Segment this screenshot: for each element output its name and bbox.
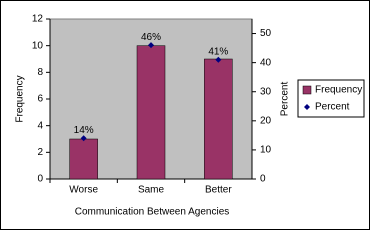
y2-tick-label: 40 [260,57,272,68]
y-axis-title: Frequency [15,75,26,122]
percent-marker [148,42,154,49]
data-label: 14% [74,125,94,136]
y-tick-label: 6 [37,94,43,105]
bar [69,138,98,180]
legend-marker [304,104,310,110]
y-tick-label: 8 [37,67,43,78]
data-label: 46% [141,32,161,43]
y-tick-label: 12 [32,14,44,25]
legend-swatch [302,85,312,95]
bar [136,45,166,180]
y2-tick-label: 10 [260,145,272,156]
x-axis-title: Communication Between Agencies [75,207,230,218]
y-tick-label: 2 [37,147,43,158]
y2-tick-label: 30 [260,86,272,97]
y-tick-label: 0 [37,174,43,185]
chart: Frequency Percent Communication Between … [0,0,370,230]
y2-tick-label: 0 [260,174,266,185]
x-tick-label: Better [205,185,232,196]
bar [204,58,233,180]
y-tick-label: 4 [37,120,43,131]
y2-tick-label: 50 [260,28,272,39]
legend-label: Percent [315,102,350,113]
percent-marker [80,135,87,142]
percent-marker [215,56,222,63]
y2-tick-label: 20 [260,115,272,126]
x-tick-label: Same [138,185,165,196]
y2-axis-title: Percent [280,82,291,117]
y-tick-label: 10 [32,40,44,51]
x-tick-label: Worse [69,185,98,196]
legend-label: Frequency [315,85,362,96]
data-label: 41% [208,46,228,57]
